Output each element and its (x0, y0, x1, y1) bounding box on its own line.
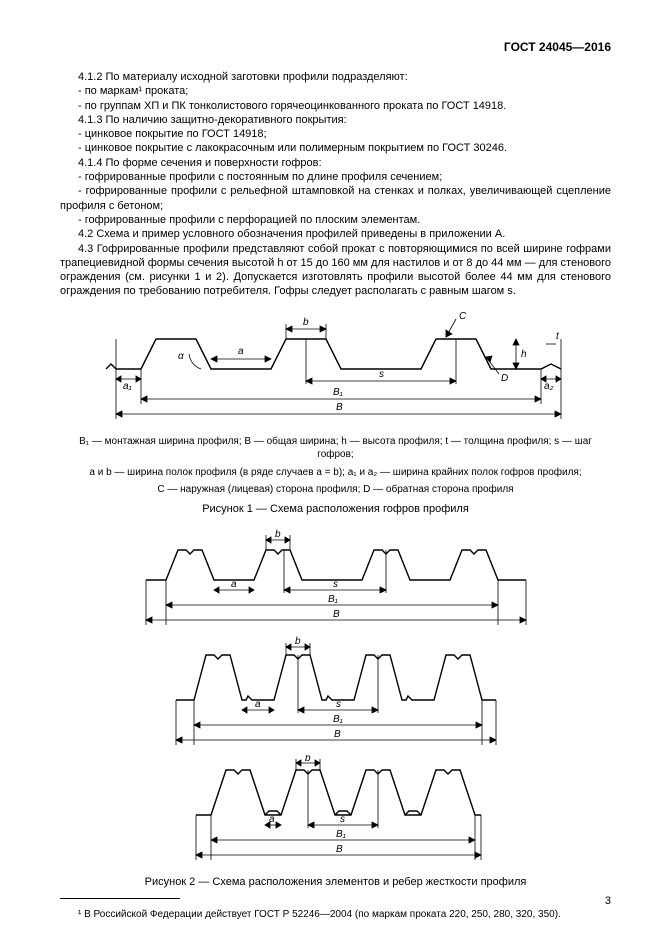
para-4-3: 4.3 Гофрированные профили представляют с… (60, 242, 611, 299)
f2a-b: b (275, 529, 281, 540)
fig1-title: Рисунок 1 — Схема расположения гофров пр… (60, 503, 611, 515)
bullet: - по группам ХП и ПК тонколистового горя… (60, 99, 611, 113)
f2b-B1: B₁ (333, 714, 343, 725)
f2b-b: b (295, 636, 301, 647)
f2c-s: s (340, 814, 345, 825)
figure-1: a b s B₁ B C D α h t a₁ a₂ (60, 309, 611, 429)
footnote: ¹ В Российской Федерации действует ГОСТ … (60, 909, 611, 920)
f2c-B: B (336, 844, 343, 855)
fig2-title: Рисунок 2 — Схема расположения элементов… (60, 876, 611, 888)
f2a-a: a (231, 579, 237, 590)
doc-header: ГОСТ 24045—2016 (60, 40, 611, 54)
para-4-1-2: 4.1.2 По материалу исходной заготовки пр… (60, 70, 611, 84)
label-a: a (238, 346, 244, 357)
figure-2: a b s B₁ B (60, 525, 611, 870)
bullet: - гофрированные профили с перфорацией по… (60, 213, 611, 227)
label-b: b (303, 317, 309, 328)
page-number: 3 (605, 895, 611, 907)
label-a1: a₁ (123, 381, 132, 392)
f2a-B1: B₁ (328, 594, 338, 605)
bullet: - гофрированные профили с постоянным по … (60, 170, 611, 184)
footnote-rule (60, 898, 180, 899)
label-C: C (459, 311, 467, 322)
f2c-B1: B₁ (336, 829, 346, 840)
f2c-a: a (269, 814, 275, 825)
f2c-b: b (305, 755, 311, 764)
label-s: s (379, 369, 384, 380)
fig1-legend1: B₁ — монтажная ширина профиля; B — общая… (60, 435, 611, 462)
label-D: D (501, 373, 508, 384)
label-h: h (521, 349, 527, 360)
para-4-1-4: 4.1.4 По форме сечения и поверхности гоф… (60, 156, 611, 170)
label-alpha: α (178, 351, 184, 362)
para-4-1-3: 4.1.3 По наличию защитно-декоративного п… (60, 113, 611, 127)
bullet: - цинковое покрытие с лакокрасочным или … (60, 141, 611, 155)
bullet: - цинковое покрытие по ГОСТ 14918; (60, 127, 611, 141)
fig1-legend2: a и b — ширина полок профиля (в ряде слу… (60, 466, 611, 480)
f2b-B: B (334, 729, 341, 740)
f2a-B: B (333, 609, 340, 620)
label-B: B (336, 402, 343, 413)
label-a2: a₂ (544, 381, 554, 392)
fig1-legend3: C — наружная (лицевая) сторона профиля; … (60, 483, 611, 497)
f2a-s: s (333, 579, 338, 590)
label-B1: B₁ (333, 387, 343, 398)
label-t: t (556, 331, 560, 342)
para-4-2: 4.2 Схема и пример условного обозначения… (60, 227, 611, 241)
f2b-s: s (336, 699, 341, 710)
f2b-a: a (255, 699, 261, 710)
bullet: - по маркам¹ проката; (60, 84, 611, 98)
page: ГОСТ 24045—2016 4.1.2 По материалу исход… (0, 0, 661, 935)
bullet: - гофрированные профили с рельефной штам… (60, 184, 611, 213)
